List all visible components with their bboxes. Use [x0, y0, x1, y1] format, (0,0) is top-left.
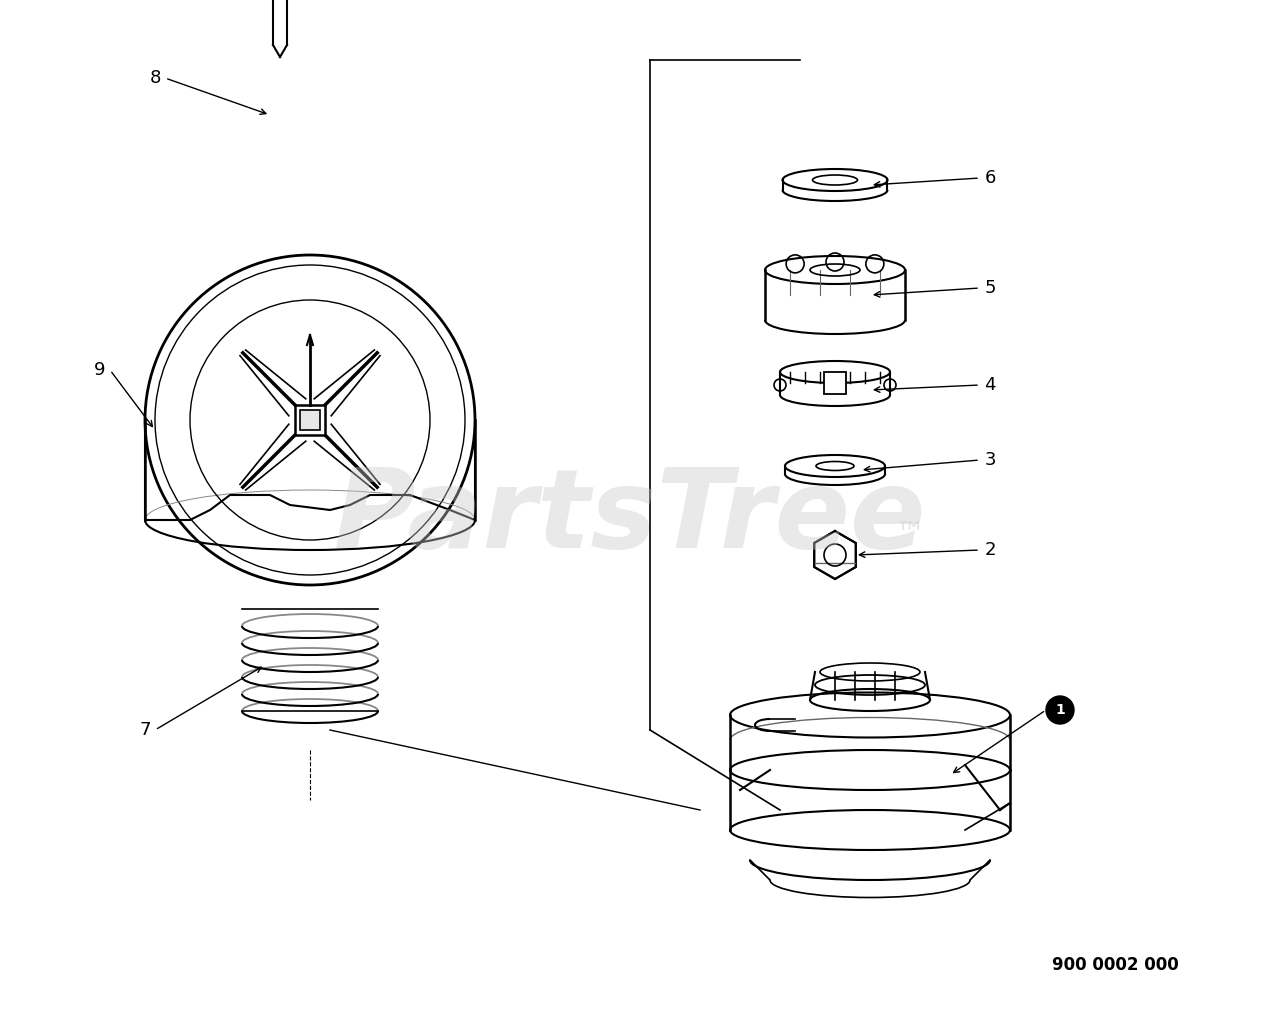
Text: ™: ™ [895, 521, 925, 549]
Text: 5: 5 [984, 279, 996, 297]
Text: 8: 8 [150, 69, 161, 87]
Circle shape [1046, 696, 1074, 724]
Text: 900 0002 000: 900 0002 000 [1052, 956, 1179, 974]
Text: 3: 3 [984, 451, 996, 469]
Bar [824, 372, 846, 394]
Text: 6: 6 [984, 169, 996, 187]
Text: 9: 9 [95, 362, 106, 379]
Bar [300, 410, 320, 430]
Text: 2: 2 [984, 541, 996, 559]
Polygon shape [239, 424, 306, 490]
Text: 1: 1 [1055, 703, 1065, 717]
Polygon shape [315, 350, 380, 416]
Polygon shape [315, 424, 380, 490]
Bar [294, 405, 325, 435]
Text: 4: 4 [984, 376, 996, 394]
Text: 7: 7 [140, 721, 151, 739]
Polygon shape [814, 531, 856, 579]
Polygon shape [239, 350, 306, 416]
Text: PartsTree: PartsTree [334, 463, 927, 571]
